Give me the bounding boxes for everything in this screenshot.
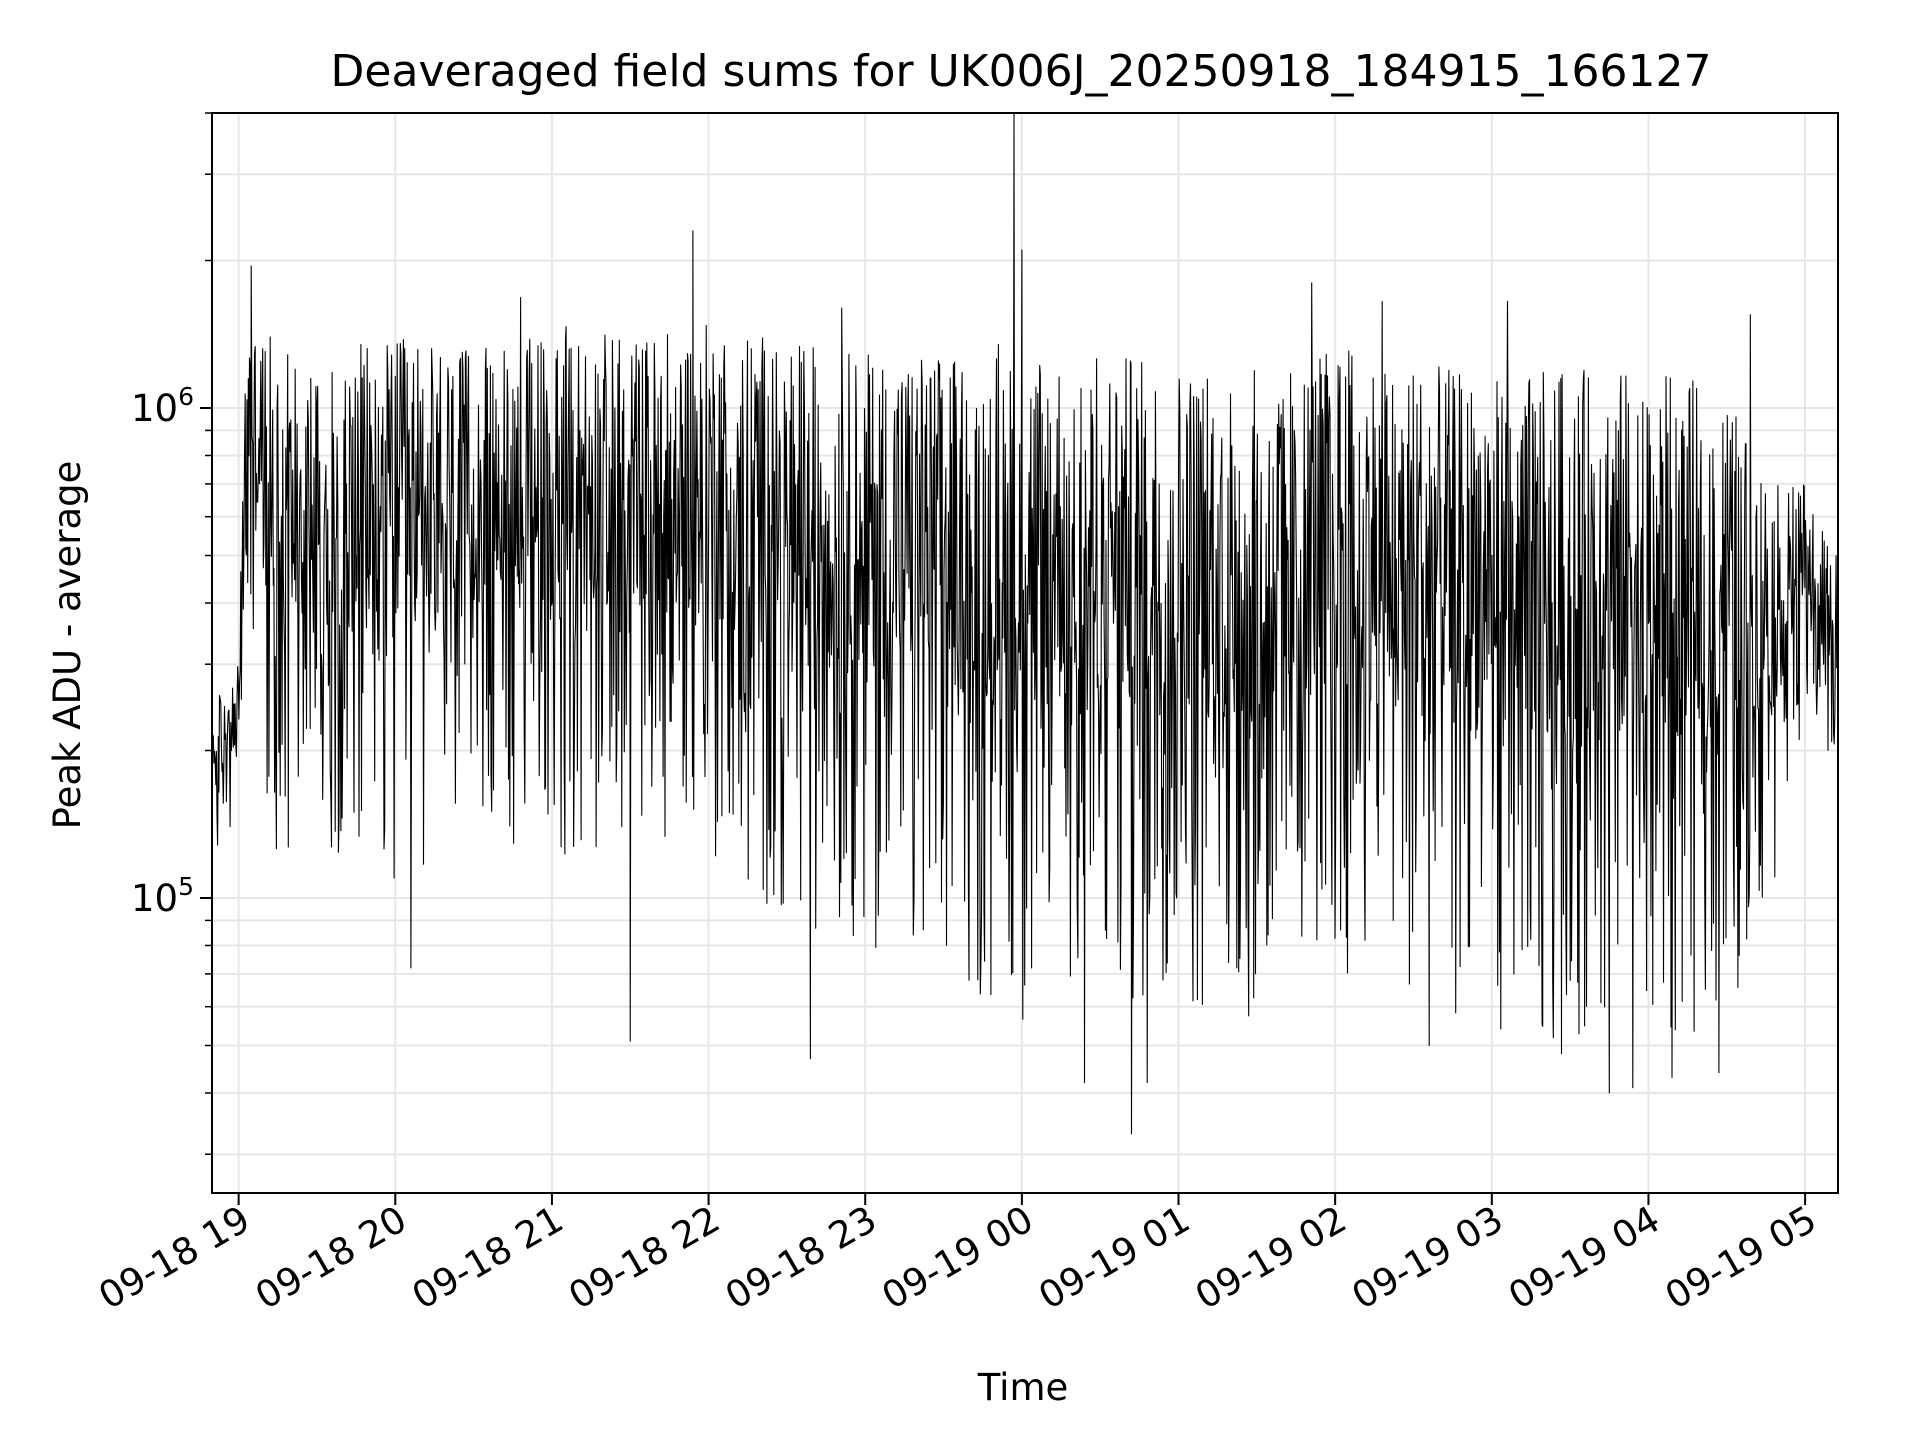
y-tick-label: 105: [131, 872, 194, 920]
y-tick-base: 10: [131, 877, 178, 920]
y-tick-label: 106: [131, 382, 194, 430]
y-tick-exponent: 6: [178, 382, 194, 411]
series-line-deaveraged-field-sum: [211, 112, 1839, 1135]
chart-title: Deaveraged field sums for UK006J_2025091…: [331, 46, 1712, 97]
y-axis-label: Peak ADU - average: [46, 461, 89, 830]
x-axis-label: Time: [977, 1366, 1069, 1409]
y-tick-exponent: 5: [178, 872, 194, 901]
y-tick-base: 10: [131, 387, 178, 430]
series-group: [211, 112, 1839, 1135]
plot-frame: [211, 112, 1839, 1194]
